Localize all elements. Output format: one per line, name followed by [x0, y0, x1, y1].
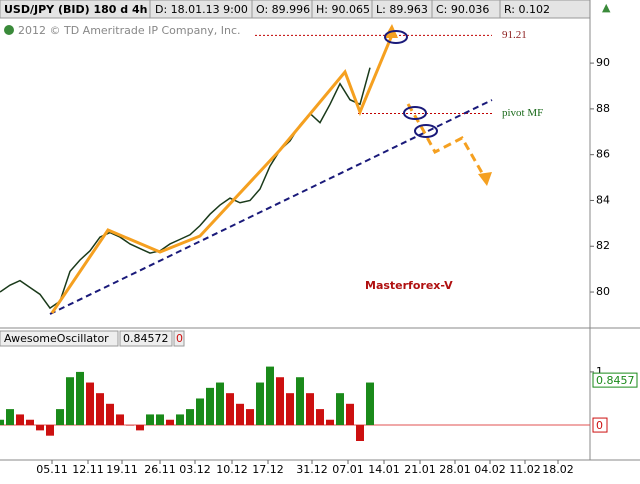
osc-bar: [136, 425, 144, 431]
osc-bar: [286, 393, 294, 426]
x-tick-label: 14.01: [368, 463, 400, 476]
y-tick-label: 88: [596, 102, 610, 115]
x-tick-label: 05.11: [36, 463, 68, 476]
y-tick-label: 84: [596, 193, 610, 206]
date: D: 18.01.13 9:00: [155, 3, 248, 16]
y-tick-label: 86: [596, 148, 610, 161]
range: R: 0.102: [504, 3, 550, 16]
x-tick-label: 21.01: [404, 463, 436, 476]
x-tick-label: 11.02: [509, 463, 541, 476]
header-separators: [149, 0, 501, 18]
osc-zero: 0: [176, 332, 183, 345]
y-tick-label: 80: [596, 285, 610, 298]
symbol: USD/JPY (BID) 180 d 4h: [4, 3, 147, 16]
osc-bar: [196, 398, 204, 426]
osc-bar: [116, 414, 124, 426]
osc-bar: [6, 409, 14, 426]
wave-line: [50, 34, 394, 314]
osc-bar: [226, 393, 234, 426]
mark-circle: [384, 30, 408, 44]
value-tag-label: 0: [596, 419, 603, 432]
x-tick-label: 28.01: [439, 463, 471, 476]
osc-bar: [256, 382, 264, 426]
osc-bar: [356, 425, 364, 441]
osc-last: 0.84572: [123, 332, 169, 345]
x-tick-label: 10.12: [216, 463, 248, 476]
osc-bar: [246, 409, 254, 426]
osc-name: AwesomeOscillator: [4, 332, 109, 345]
osc-bar: [96, 393, 104, 426]
osc-bar: [56, 409, 64, 426]
x-tick-label: 12.11: [72, 463, 104, 476]
x-tick-label: 03.12: [179, 463, 211, 476]
logo: [4, 25, 14, 35]
mark-circle: [403, 106, 427, 120]
osc-bar: [336, 393, 344, 426]
arrow-down: [478, 172, 492, 186]
mark-circle: [414, 124, 438, 138]
x-tick-label: 04.02: [474, 463, 506, 476]
copyright: 2012 © TD Ameritrade IP Company, Inc.: [18, 24, 241, 37]
osc-bar: [326, 419, 334, 426]
osc-bar: [166, 419, 174, 426]
x-tick-label: 31.12: [296, 463, 328, 476]
y-tick-label: 90: [596, 56, 610, 69]
y-tick-label: 1: [596, 365, 603, 378]
osc-bar: [266, 366, 274, 426]
osc-value-box: [119, 330, 173, 347]
osc-bar: [86, 382, 94, 426]
open: O: 89.996: [256, 3, 310, 16]
osc-bar: [276, 377, 284, 426]
osc-bar: [16, 414, 24, 426]
value-tag: [592, 417, 608, 433]
close: C: 90.036: [436, 3, 489, 16]
osc-bar: [0, 419, 4, 426]
osc-bar: [346, 403, 354, 426]
x-tick-label: 26.11: [144, 463, 176, 476]
level-label: pivot MF: [502, 107, 543, 119]
high: H: 90.065: [316, 3, 370, 16]
osc-bar: [236, 403, 244, 426]
osc-bar: [26, 419, 34, 426]
x-tick-label: 19.11: [106, 463, 138, 476]
osc-zero-box: [173, 330, 185, 347]
osc-label-box: [0, 330, 119, 347]
osc-bar: [146, 414, 154, 426]
wave-forecast: [406, 103, 487, 179]
osc-bar: [316, 409, 324, 426]
osc-bar: [46, 425, 54, 436]
value-tag-label: 0.8457: [596, 374, 635, 387]
osc-bar: [206, 387, 214, 426]
x-tick-label: 18.02: [542, 463, 574, 476]
osc-bar: [126, 425, 134, 426]
watermark: Masterforex-V: [365, 279, 453, 292]
osc-bar: [176, 414, 184, 426]
level-label: 91.21: [502, 29, 527, 41]
trend-line: [49, 99, 493, 315]
value-tag: [592, 372, 638, 388]
low: L: 89.963: [376, 3, 428, 16]
osc-bar: [106, 403, 114, 426]
osc-bar: [66, 377, 74, 426]
osc-bar: [296, 377, 304, 426]
x-tick-label: 17.12: [252, 463, 284, 476]
osc-bar: [36, 425, 44, 431]
x-tick-label: 07.01: [332, 463, 364, 476]
osc-bar: [156, 414, 164, 426]
osc-bar: [186, 409, 194, 426]
osc-bar: [216, 382, 224, 426]
osc-bar: [366, 382, 374, 426]
y-tick-label: 82: [596, 239, 610, 252]
annotations: [49, 24, 493, 315]
corner-icon: ▲: [602, 1, 611, 14]
osc-bar: [76, 371, 84, 426]
osc-bar: [306, 393, 314, 426]
